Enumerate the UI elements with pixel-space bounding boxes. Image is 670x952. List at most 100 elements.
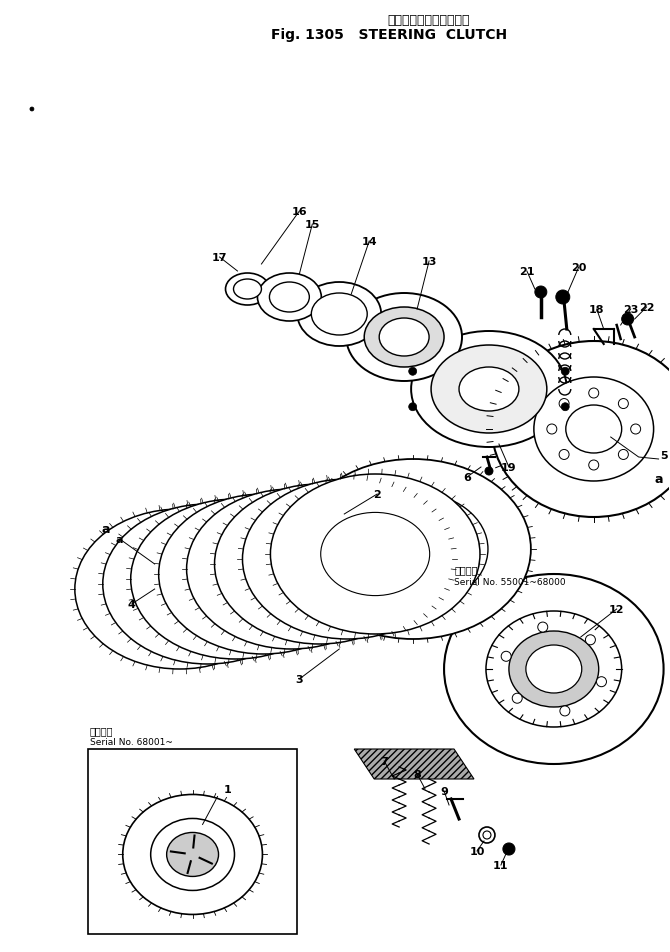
Ellipse shape (151, 819, 234, 890)
Ellipse shape (237, 527, 346, 611)
Text: 6: 6 (463, 472, 471, 483)
Circle shape (559, 399, 569, 409)
Ellipse shape (565, 406, 622, 453)
Circle shape (535, 287, 547, 299)
Text: 20: 20 (571, 263, 586, 272)
Text: 8: 8 (413, 769, 421, 779)
Circle shape (409, 367, 417, 376)
Text: a: a (102, 523, 110, 536)
Ellipse shape (379, 319, 429, 357)
Circle shape (556, 290, 570, 305)
Text: 3: 3 (295, 674, 303, 684)
Circle shape (560, 706, 570, 716)
Ellipse shape (123, 795, 263, 915)
Text: 16: 16 (291, 207, 307, 217)
Circle shape (622, 313, 634, 326)
Ellipse shape (534, 378, 654, 482)
Ellipse shape (125, 547, 234, 631)
Ellipse shape (243, 480, 452, 640)
Text: 18: 18 (589, 305, 604, 315)
Text: 12: 12 (609, 605, 624, 614)
Text: Fig. 1305   STEERING  CLUTCH: Fig. 1305 STEERING CLUTCH (271, 28, 507, 42)
Ellipse shape (338, 492, 488, 606)
Text: 適用号機: 適用号機 (454, 565, 478, 574)
Circle shape (559, 450, 569, 460)
Text: 17: 17 (212, 252, 227, 263)
Ellipse shape (209, 533, 318, 616)
Ellipse shape (411, 331, 567, 447)
Ellipse shape (181, 538, 290, 621)
Text: 19: 19 (501, 463, 517, 472)
Ellipse shape (312, 293, 367, 336)
Ellipse shape (378, 523, 448, 576)
Circle shape (538, 623, 548, 632)
Circle shape (501, 651, 511, 662)
Circle shape (586, 635, 596, 645)
Ellipse shape (431, 346, 547, 433)
Text: 15: 15 (305, 220, 320, 229)
Ellipse shape (226, 274, 269, 306)
Text: 22: 22 (639, 303, 655, 312)
Text: a: a (116, 534, 123, 545)
Circle shape (485, 467, 493, 475)
Circle shape (513, 693, 522, 704)
Ellipse shape (297, 283, 381, 347)
Circle shape (618, 450, 628, 460)
Text: 適用号機: 適用号機 (90, 725, 113, 735)
Text: 11: 11 (493, 860, 509, 870)
Circle shape (596, 677, 606, 687)
Ellipse shape (459, 367, 519, 411)
Ellipse shape (187, 489, 396, 649)
Text: 4: 4 (128, 600, 135, 609)
Text: 5: 5 (661, 450, 668, 461)
Bar (88, 749, 297, 934)
Text: Serial No. 68001~: Serial No. 68001~ (90, 737, 173, 746)
Circle shape (589, 461, 599, 470)
Ellipse shape (257, 274, 322, 322)
Circle shape (483, 831, 491, 839)
Circle shape (503, 843, 515, 855)
Ellipse shape (269, 283, 310, 312)
Text: 10: 10 (469, 846, 484, 856)
Text: 13: 13 (421, 257, 437, 267)
Ellipse shape (444, 574, 663, 764)
Text: 21: 21 (519, 267, 535, 277)
Ellipse shape (293, 518, 402, 601)
Circle shape (30, 108, 34, 112)
Ellipse shape (159, 494, 368, 654)
Ellipse shape (346, 293, 462, 382)
Text: 23: 23 (623, 305, 639, 315)
Ellipse shape (271, 474, 480, 634)
Text: 9: 9 (440, 786, 448, 796)
Circle shape (561, 404, 569, 411)
Text: Serial No. 55001~68000: Serial No. 55001~68000 (454, 578, 565, 586)
Text: 14: 14 (361, 237, 377, 247)
Ellipse shape (131, 500, 340, 660)
Circle shape (479, 827, 495, 843)
Ellipse shape (167, 833, 218, 877)
Circle shape (589, 388, 599, 399)
Circle shape (547, 425, 557, 434)
Circle shape (409, 404, 417, 411)
Ellipse shape (103, 505, 312, 664)
Circle shape (630, 425, 641, 434)
Text: 7: 7 (381, 756, 388, 766)
Ellipse shape (234, 280, 261, 300)
Ellipse shape (492, 342, 670, 518)
Ellipse shape (509, 631, 599, 707)
Text: a: a (655, 473, 663, 486)
Polygon shape (354, 749, 474, 779)
Ellipse shape (321, 513, 429, 596)
Ellipse shape (295, 460, 531, 640)
Ellipse shape (486, 611, 622, 727)
Ellipse shape (153, 543, 262, 626)
Circle shape (561, 367, 569, 376)
Ellipse shape (364, 307, 444, 367)
Ellipse shape (265, 523, 374, 606)
Circle shape (618, 399, 628, 409)
Text: 1: 1 (224, 784, 231, 795)
Text: 2: 2 (373, 489, 381, 500)
Ellipse shape (214, 485, 424, 645)
Text: ステアリング　クラッチ: ステアリング クラッチ (388, 14, 470, 27)
Ellipse shape (75, 509, 284, 669)
